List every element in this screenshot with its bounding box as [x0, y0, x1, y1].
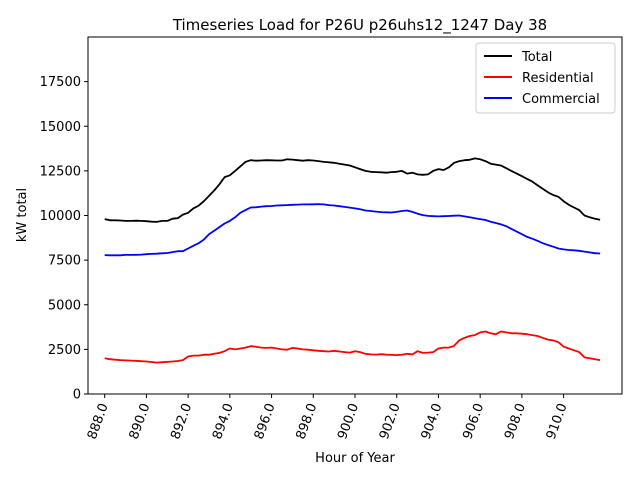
y-axis: 0 2500 5000 7500 10000 12500 15000 17500: [40, 75, 88, 403]
y-tick-label: 2500: [48, 343, 81, 358]
y-tick-label: 5000: [48, 298, 81, 313]
y-tick-label: 17500: [40, 75, 81, 90]
series-line-total: [104, 157, 601, 223]
legend-label-residential: Residential: [522, 71, 594, 86]
y-tick-label: 10000: [40, 209, 81, 224]
y-tick-label: 0: [73, 388, 81, 403]
series-line-commercial: [104, 203, 601, 257]
chart-title: Timeseries Load for P26U p26uhs12_1247 D…: [172, 16, 547, 35]
x-axis-label: Hour of Year: [315, 451, 395, 466]
y-tick-label: 7500: [48, 254, 81, 269]
series-line-residential: [104, 330, 601, 364]
y-tick-label: 15000: [40, 120, 81, 135]
y-axis-label: kW total: [15, 188, 30, 242]
y-tick-label: 12500: [40, 164, 81, 179]
legend-box: [475, 42, 616, 114]
legend-label-commercial: Commercial: [522, 92, 600, 107]
legend-label-total: Total: [521, 50, 552, 65]
legend: Total Residential Commercial: [475, 42, 616, 114]
